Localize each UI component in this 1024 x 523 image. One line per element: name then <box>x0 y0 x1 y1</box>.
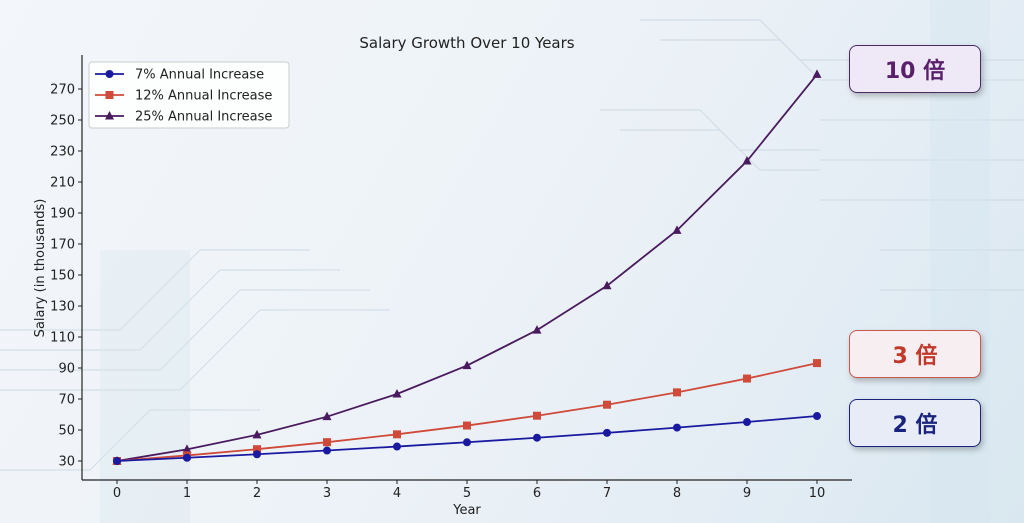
y-tick-label: 190 <box>50 207 75 222</box>
y-tick-label: 90 <box>58 362 75 377</box>
y-tick-label: 30 <box>58 455 75 470</box>
y-tick-label: 230 <box>50 145 75 160</box>
badge-2x: 2 倍 <box>849 399 981 447</box>
x-tick-label: 9 <box>743 486 751 501</box>
y-axis-label: Salary (in thousands) <box>33 199 48 338</box>
y-tick-label: 170 <box>50 238 75 253</box>
y-tick-label: 110 <box>50 331 75 346</box>
chart-title: Salary Growth Over 10 Years <box>359 34 574 52</box>
y-tick-label: 70 <box>58 393 75 408</box>
badge-3x: 3 倍 <box>849 330 981 378</box>
y-tick-label: 270 <box>50 83 75 98</box>
x-tick-label: 3 <box>323 486 331 501</box>
badge-10x: 10 倍 <box>849 45 981 93</box>
x-tick-label: 4 <box>393 486 401 501</box>
x-tick-label: 5 <box>463 486 471 501</box>
x-tick-label: 6 <box>533 486 541 501</box>
x-tick-label: 7 <box>603 486 611 501</box>
x-tick-label: 8 <box>673 486 681 501</box>
x-tick-label: 1 <box>183 486 191 501</box>
legend-entry: 12% Annual Increase <box>135 89 272 104</box>
legend: 7% Annual Increase 12% Annual Increase 25%… <box>88 61 290 129</box>
x-tick-label: 0 <box>113 486 121 501</box>
x-tick-label: 2 <box>253 486 261 501</box>
x-tick-label: 10 <box>809 486 826 501</box>
series-7pct <box>113 412 821 465</box>
y-tick-label: 250 <box>50 114 75 129</box>
series-12pct <box>113 359 821 465</box>
legend-entry: 7% Annual Increase <box>135 68 264 83</box>
legend-entry: 25% Annual Increase <box>135 110 272 125</box>
y-tick-label: 150 <box>50 269 75 284</box>
y-tick-label: 210 <box>50 176 75 191</box>
y-tick-label: 130 <box>50 300 75 315</box>
y-tick-label: 50 <box>58 424 75 439</box>
x-axis-label: Year <box>452 503 481 518</box>
series-25pct <box>112 69 822 465</box>
